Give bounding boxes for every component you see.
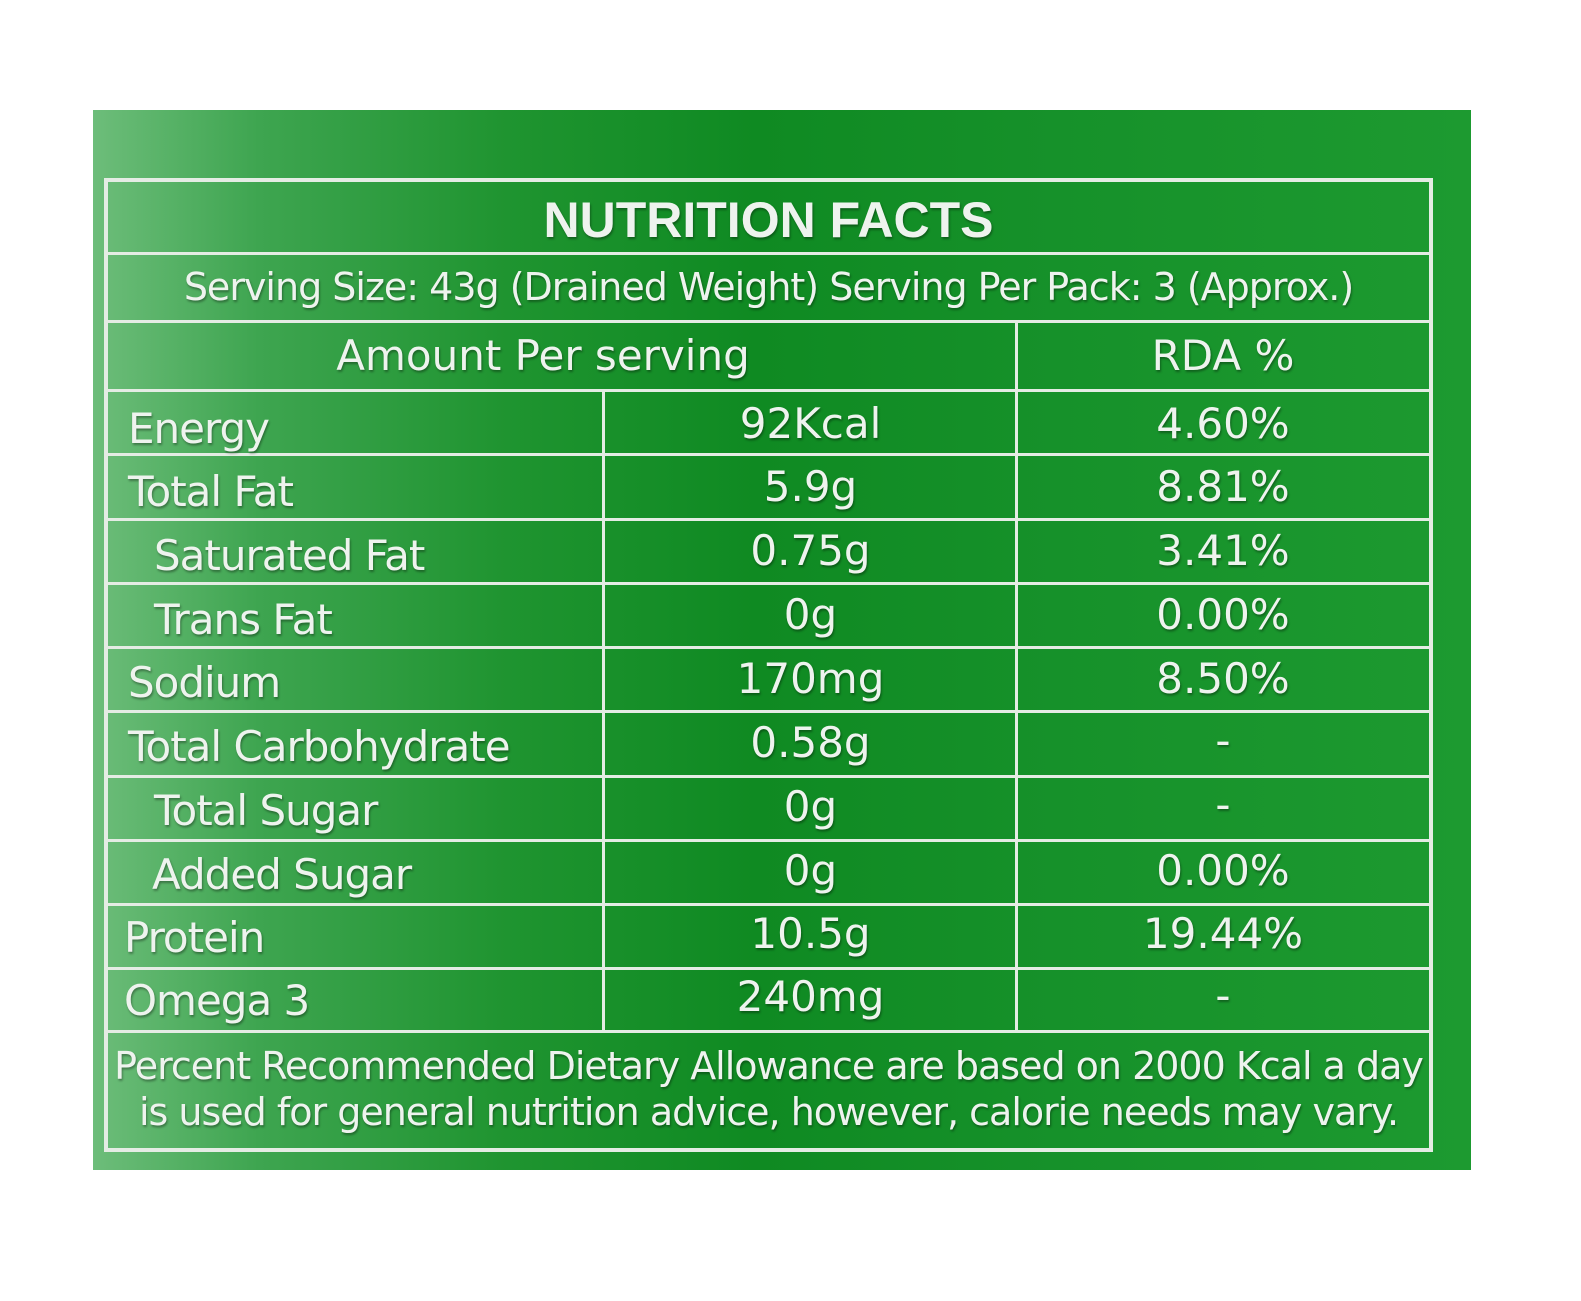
column-rule-rda [1015, 322, 1018, 1031]
row-amount-trans-fat: 0g [783, 590, 838, 639]
row-rda-trans-fat: 0.00% [1156, 590, 1290, 639]
row-rda-saturated-fat: 3.41% [1156, 526, 1290, 575]
row-rule [104, 839, 1433, 842]
row-label-sodium: Sodium [128, 658, 281, 707]
row-label-trans-fat: Trans Fat [154, 595, 333, 644]
row-label-energy: Energy [128, 404, 270, 453]
header-amount-per-serving: Amount Per serving [336, 331, 750, 380]
rule-under-header [104, 389, 1433, 392]
row-label-added-sugar: Added Sugar [152, 850, 412, 899]
row-label-total-fat: Total Fat [128, 467, 294, 516]
row-amount-total-carbohydrate: 0.58g [750, 718, 871, 767]
label-panel [93, 110, 1471, 1170]
rule-under-serving [104, 320, 1433, 323]
rule-above-footnote [104, 1030, 1433, 1033]
row-rda-total-sugar: - [1215, 780, 1231, 829]
rule-under-title [104, 252, 1433, 255]
row-amount-protein: 10.5g [750, 909, 871, 958]
row-label-saturated-fat: Saturated Fat [154, 531, 425, 580]
row-amount-energy: 92Kcal [739, 399, 882, 448]
table-title: NUTRITION FACTS [543, 192, 994, 248]
row-rule [104, 582, 1433, 585]
row-rule [104, 453, 1433, 456]
row-rule [104, 518, 1433, 521]
row-rule [104, 903, 1433, 906]
row-rule [104, 646, 1433, 649]
row-rda-protein: 19.44% [1142, 909, 1304, 958]
footnote: Percent Recommended Dietary Allowance ar… [108, 1043, 1429, 1135]
row-rule [104, 710, 1433, 713]
row-amount-omega-3: 240mg [736, 972, 885, 1021]
row-label-omega-3: Omega 3 [124, 976, 310, 1025]
row-rule [104, 967, 1433, 970]
header-rda: RDA % [1151, 331, 1295, 380]
row-rule [104, 775, 1433, 778]
row-amount-total-sugar: 0g [783, 782, 838, 831]
footnote-line-1: Percent Recommended Dietary Allowance ar… [114, 1044, 1424, 1088]
row-rda-added-sugar: 0.00% [1156, 846, 1290, 895]
row-amount-sodium: 170mg [736, 654, 885, 703]
row-label-protein: Protein [124, 913, 265, 962]
row-label-total-sugar: Total Sugar [154, 786, 378, 835]
row-rda-omega-3: - [1215, 971, 1231, 1020]
nutrition-table-border [104, 178, 1433, 1152]
row-label-total-carbohydrate: Total Carbohydrate [128, 722, 511, 771]
column-rule-amount [602, 391, 605, 1031]
row-rda-total-carbohydrate: - [1215, 716, 1231, 765]
row-amount-saturated-fat: 0.75g [750, 526, 871, 575]
row-rda-total-fat: 8.81% [1156, 462, 1290, 511]
row-rda-energy: 4.60% [1156, 399, 1290, 448]
row-amount-total-fat: 5.9g [763, 462, 858, 511]
footnote-line-2: is used for general nutrition advice, ho… [138, 1090, 1399, 1134]
row-rda-sodium: 8.50% [1156, 654, 1290, 703]
row-amount-added-sugar: 0g [783, 846, 838, 895]
serving-info: Serving Size: 43g (Drained Weight) Servi… [183, 265, 1354, 309]
